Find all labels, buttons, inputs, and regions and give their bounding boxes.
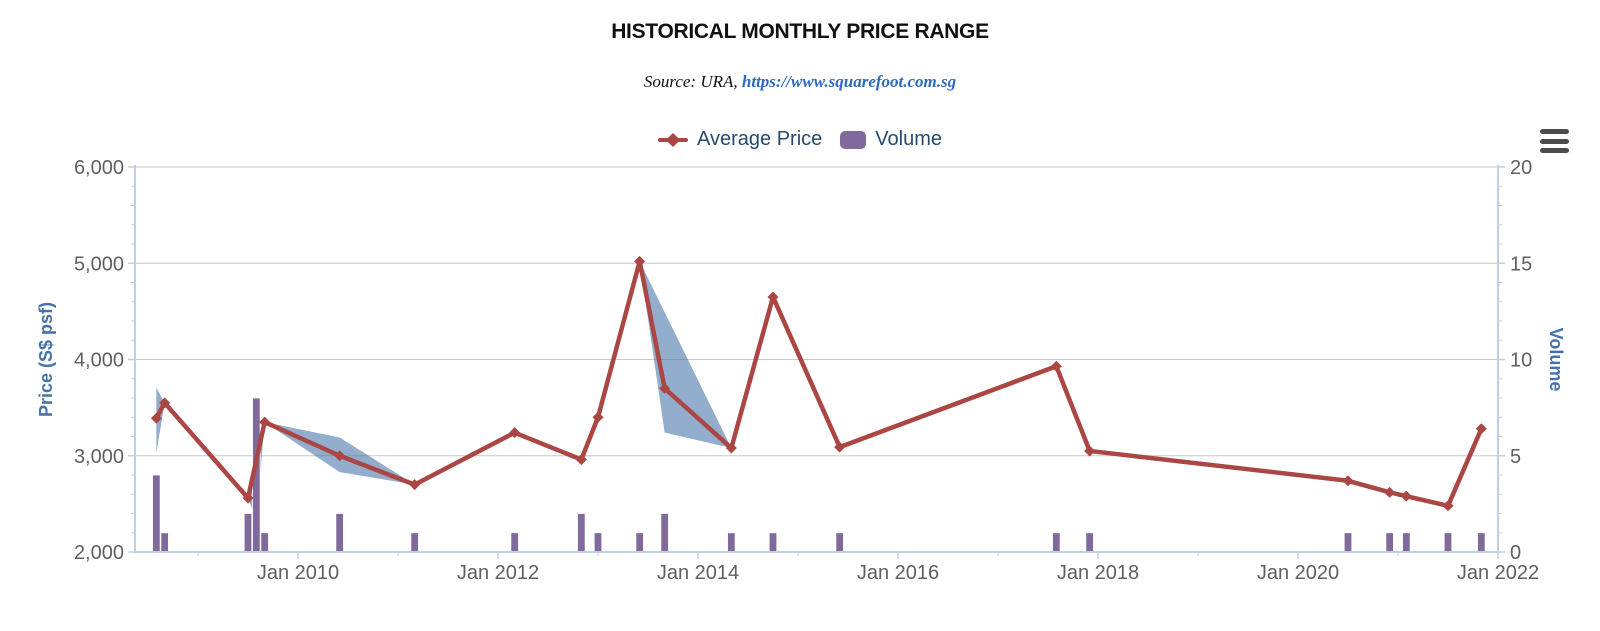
volume-bar[interactable] [260, 532, 269, 553]
hamburger-menu-icon[interactable] [1540, 129, 1570, 153]
price-point-marker[interactable] [592, 411, 604, 423]
x-axis-tick-label: Jan 2014 [657, 562, 739, 584]
price-point-marker[interactable] [150, 412, 162, 424]
price-point-marker[interactable] [1342, 475, 1354, 487]
legend-item-volume[interactable]: Volume [840, 128, 942, 151]
volume-bar[interactable] [768, 532, 778, 553]
price-point-marker[interactable] [242, 492, 254, 504]
volume-bar[interactable] [1343, 532, 1353, 553]
volume-bar[interactable] [243, 513, 253, 553]
price-point-marker[interactable] [159, 397, 171, 409]
price-point-marker[interactable] [509, 427, 521, 439]
volume-bar[interactable] [510, 532, 519, 553]
volume-bar[interactable] [160, 532, 169, 553]
subtitle-link[interactable]: https://www.squarefoot.com.sg [741, 72, 957, 91]
price-point-marker[interactable] [334, 450, 346, 462]
legend: Average Price Volume [0, 128, 1600, 151]
x-axis-tick-label: Jan 2012 [457, 562, 539, 584]
volume-bar[interactable] [335, 513, 344, 553]
volume-bar[interactable] [635, 532, 644, 553]
legend-label-volume: Volume [875, 128, 942, 150]
price-point-marker[interactable] [575, 454, 587, 466]
price-point-marker[interactable] [725, 442, 737, 454]
chart-title: HISTORICAL MONTHLY PRICE RANGE [611, 20, 989, 43]
subtitle-source-text: Source: URA, [643, 72, 738, 91]
x-axis-tick-label: Jan 2010 [257, 562, 339, 584]
price-point-marker[interactable] [259, 416, 271, 428]
x-axis-tick-label: Jan 2020 [1257, 562, 1339, 584]
volume-axis-title: Volume [1546, 328, 1566, 392]
volume-axis-tick-label: 15 [1510, 253, 1532, 275]
column-marker-icon [840, 130, 867, 149]
price-point-marker[interactable] [767, 291, 779, 303]
legend-label-average-price: Average Price [697, 128, 823, 150]
legend-item-average-price[interactable]: Average Price [658, 128, 822, 151]
price-point-marker[interactable] [1442, 500, 1454, 512]
volume-bar[interactable] [835, 532, 844, 553]
price-range-band [639, 261, 732, 449]
volume-bar[interactable] [1052, 532, 1061, 553]
price-point-marker[interactable] [834, 441, 846, 453]
volume-bar[interactable] [410, 532, 419, 553]
volume-bar[interactable] [1443, 532, 1453, 553]
price-point-marker[interactable] [659, 382, 671, 394]
volume-bar[interactable] [1385, 532, 1394, 553]
price-point-marker[interactable] [1475, 423, 1487, 435]
chart-subtitle: Source: URA, https://www.squarefoot.com.… [0, 72, 1600, 92]
price-axis-title: Price (S$ psf) [36, 302, 56, 417]
volume-bar[interactable] [1402, 532, 1411, 553]
x-axis-tick-label: Jan 2022 [1457, 562, 1539, 584]
volume-axis-tick-label: 0 [1510, 542, 1521, 564]
price-axis-tick-label: 2,000 [74, 542, 124, 564]
volume-bar[interactable] [577, 513, 586, 553]
price-point-marker[interactable] [1400, 490, 1412, 502]
price-point-marker[interactable] [1384, 486, 1396, 498]
price-point-marker[interactable] [1050, 360, 1062, 372]
volume-axis-tick-label: 5 [1510, 446, 1521, 468]
volume-bar[interactable] [1085, 532, 1094, 553]
volume-axis-tick-label: 20 [1510, 157, 1532, 179]
volume-bar[interactable] [593, 532, 603, 553]
volume-bar[interactable] [1477, 532, 1486, 553]
price-axis-tick-label: 6,000 [74, 157, 124, 179]
x-axis-tick-label: Jan 2016 [857, 562, 939, 584]
volume-bar[interactable] [152, 474, 161, 553]
price-axis-tick-label: 4,000 [74, 350, 124, 372]
price-point-marker[interactable] [1084, 445, 1096, 457]
volume-bar[interactable] [727, 532, 736, 553]
price-point-marker[interactable] [409, 479, 421, 491]
line-marker-icon [658, 130, 688, 150]
volume-bar[interactable] [660, 513, 669, 553]
price-axis-tick-label: 5,000 [74, 253, 124, 275]
volume-axis-tick-label: 10 [1510, 350, 1532, 372]
price-point-marker[interactable] [634, 255, 646, 267]
x-axis-tick-label: Jan 2018 [1057, 562, 1139, 584]
price-axis-tick-label: 3,000 [74, 446, 124, 468]
